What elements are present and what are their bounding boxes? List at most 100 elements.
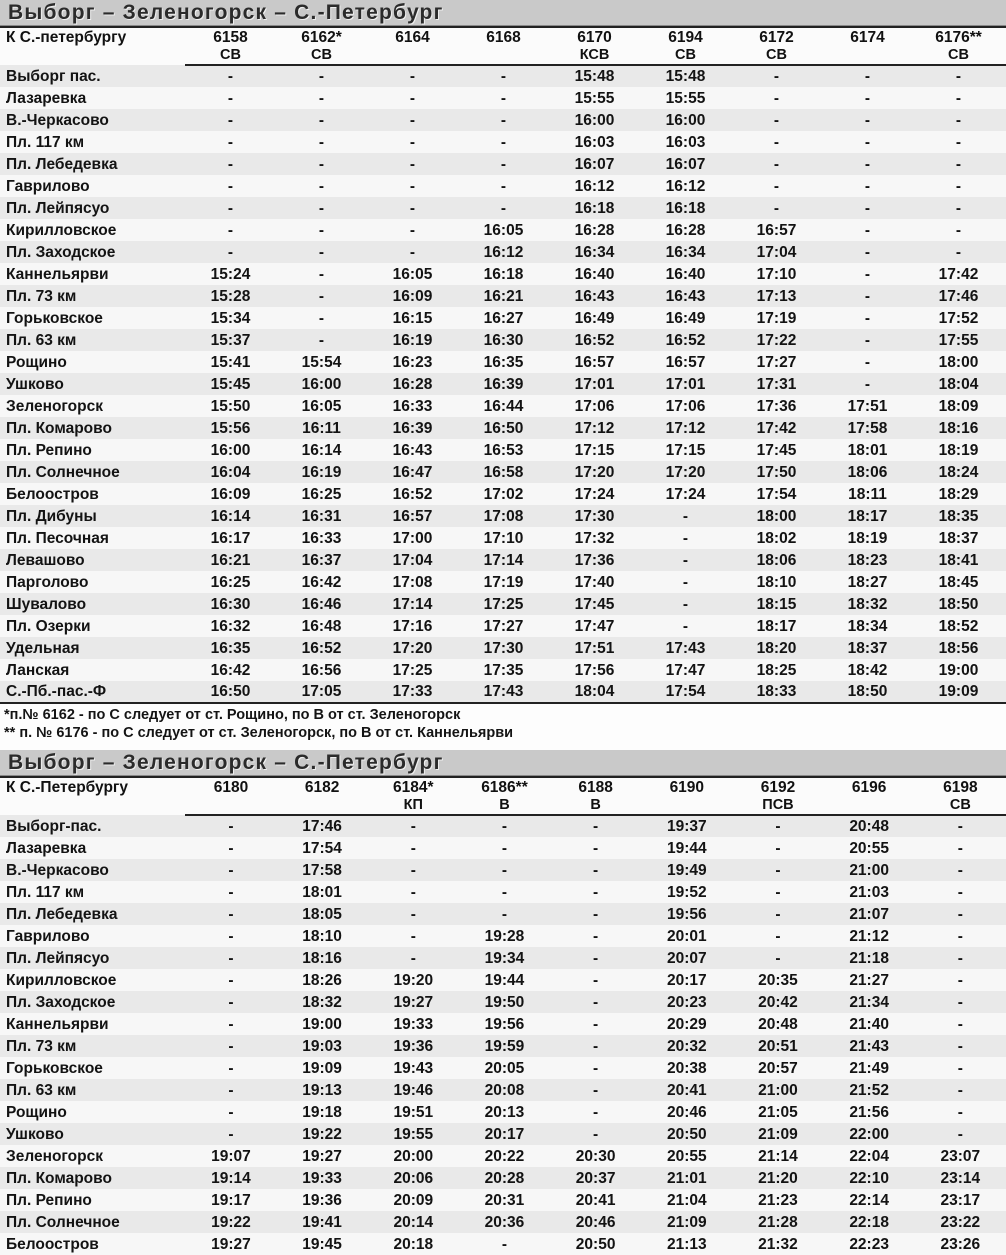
train-class-1-5: СВ [640,47,731,66]
departure-time: 16:03 [549,131,640,153]
no-stop-cell: - [822,219,913,241]
no-stop-cell: - [185,1079,277,1101]
departure-time: 17:47 [549,615,640,637]
departure-time: 18:19 [822,527,913,549]
departure-time: 21:32 [732,1233,824,1255]
no-stop-cell: - [822,87,913,109]
departure-time: 16:49 [549,307,640,329]
departure-time: 20:55 [823,837,915,859]
departure-time: 18:27 [822,571,913,593]
no-stop-cell: - [185,1057,277,1079]
station-name: Пл. Дибуны [0,505,185,527]
no-stop-cell: - [914,1035,1006,1057]
section-title-2: Выборг – Зеленогорск – С.-Петербург [8,750,444,774]
departure-time: 17:33 [367,681,458,704]
no-stop-cell: - [640,593,731,615]
departure-time: 18:06 [731,549,822,571]
departure-time: 16:15 [367,307,458,329]
departure-time: 17:50 [731,461,822,483]
table-row: Пл. 63 км -19:13 19:46 20:08-20:41 21:00 21:5… [0,1079,1006,1101]
departure-time: 19:56 [458,1013,551,1035]
departure-time: 16:09 [367,285,458,307]
train-number-1-3: 6168 [458,26,549,47]
no-stop-cell: - [185,969,277,991]
departure-time: 20:55 [641,1145,733,1167]
departure-time: 18:47 [1004,505,1006,527]
station-name: Каннельярви [0,1013,186,1035]
departure-time: 19:09 [913,681,1004,704]
departure-time: 16:53 [458,439,549,461]
departure-time: 20:31 [458,1189,551,1211]
departure-time: 18:10 [276,925,368,947]
table-row: Пл. 117 км -18:01- - -19:52-21:03- [0,881,1006,903]
departure-time: 17:06 [640,395,731,417]
no-stop-cell: - [185,1123,277,1145]
departure-time: 16:28 [549,219,640,241]
departure-time: 16:34 [640,241,731,263]
departure-time: 18:01 [276,881,368,903]
table-row: Горьковское -19:09 19:43 20:05-20:38 20:57 21… [0,1057,1006,1079]
departure-time: 21:00 [823,859,915,881]
table-row: Белоостров 16:09 16:25 16:52 17:02 17:24 17:24… [0,483,1006,505]
station-name: Пл. 63 км [0,329,185,351]
departure-time: 20:17 [458,1123,551,1145]
train-number-2-4: 6188 [550,776,642,797]
no-stop-cell: - [458,87,549,109]
no-stop-cell: - [913,175,1004,197]
train-class-row-1: СВ СВ КСВ СВ СВ СВ [0,47,1006,66]
table-row: Выборг-пас. -17:46- - -19:37-20:48- [0,815,1006,837]
departure-time: 16:17 [185,527,276,549]
departure-time: 19:02 [1004,593,1006,615]
departure-time: 16:25 [276,483,367,505]
table-row: Пл. Комарово 15:56 16:11 16:39 16:50 17:12 17:… [0,417,1006,439]
departure-time: 16:43 [367,439,458,461]
departure-time: 18:25 [731,659,822,681]
departure-time: 18:26 [276,969,368,991]
departure-time: 22:10 [823,1167,915,1189]
no-stop-cell: - [458,197,549,219]
departure-time: 19:27 [185,1233,277,1255]
departure-time: 19:50 [458,991,551,1013]
no-stop-cell: - [367,109,458,131]
departure-time: 19:36 [367,1035,459,1057]
station-name: Белоостров [0,483,185,505]
train-number-1-9: 6178 [1004,26,1006,47]
train-class-2-4: В [550,797,642,816]
no-stop-cell: - [367,925,459,947]
departure-time: 20:46 [550,1211,642,1233]
no-stop-cell: - [185,859,277,881]
direction-label-2: К С.-Петербургу [0,776,186,815]
departure-time: 21:43 [823,1035,915,1057]
no-stop-cell: - [822,351,913,373]
departure-time: 18:18 [1004,373,1006,395]
no-stop-cell: - [367,881,459,903]
departure-time: 17:16 [367,615,458,637]
departure-time: 18:29 [913,483,1004,505]
departure-time: 22:18 [823,1211,915,1233]
table-row: Кирилловское---16:0516:2816:2816:57--17:… [0,219,1006,241]
no-stop-cell: - [185,131,276,153]
section-banner-1: Выборг – Зеленогорск – С.-Петербург [0,0,1006,26]
departure-time: 16:05 [458,219,549,241]
table-row: Шувалово 16:30 16:46 17:14 17:25 17:45-18:15 1… [0,593,1006,615]
departure-time: 16:00 [276,373,367,395]
departure-time: 16:12 [640,175,731,197]
departure-time: 21:03 [823,881,915,903]
no-stop-cell: - [276,109,367,131]
departure-time: 15:48 [640,65,731,87]
departure-time: 16:05 [367,263,458,285]
train-class-2-0 [185,797,277,816]
departure-time: 15:55 [549,87,640,109]
departure-time: 18:06 [1004,307,1006,329]
departure-time: 18:09 [913,395,1004,417]
table-row: Рощино 15:41 15:54 16:23 16:35 16:57 16:57 17:2… [0,351,1006,373]
departure-time: 20:07 [641,947,733,969]
station-name: Пл. Комарово [0,417,185,439]
table-row: Удельная 16:35 16:52 17:20 17:30 17:51 17:43 18… [0,637,1006,659]
station-name: Пл. Лебедевка [0,903,186,925]
departure-time: 16:33 [276,527,367,549]
station-name: В.-Черкасово [0,109,185,131]
departure-time: 17:24 [549,483,640,505]
no-stop-cell: - [822,285,913,307]
